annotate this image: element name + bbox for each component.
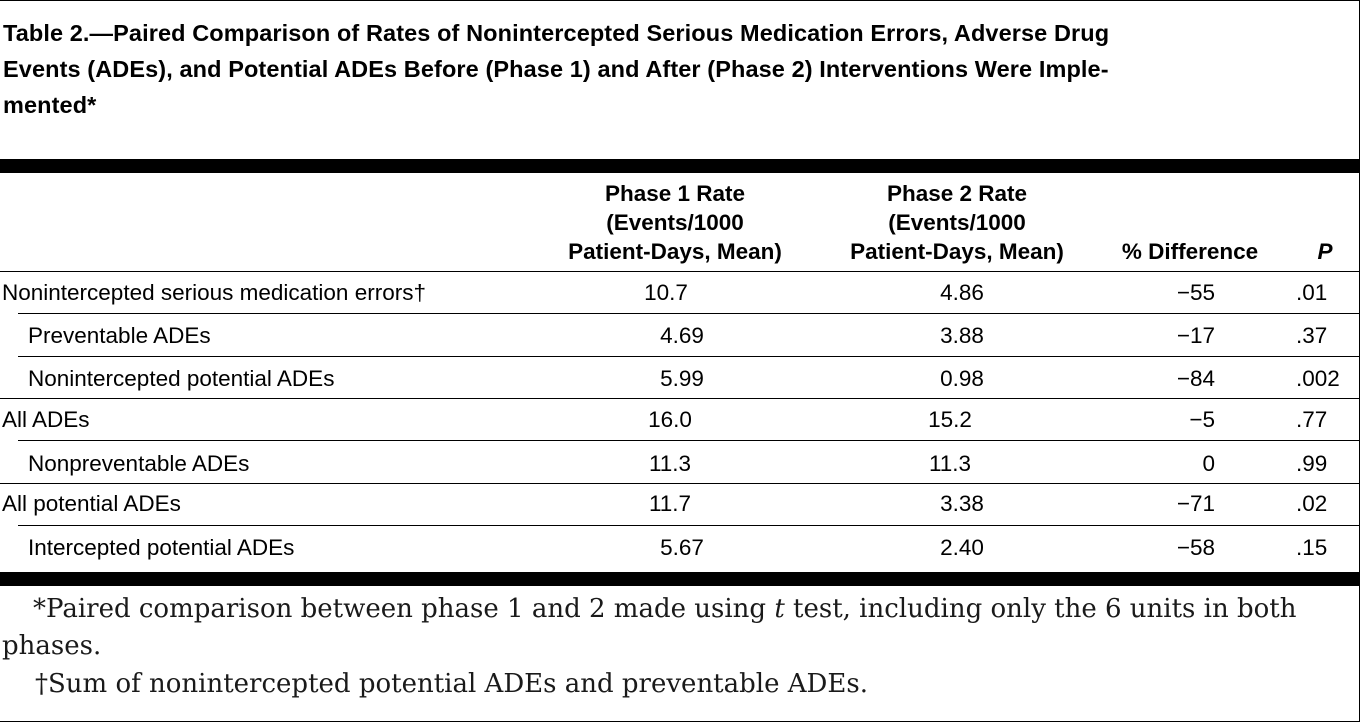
title-line: Table 2.—Paired Comparison of Rates of N…: [3, 20, 1110, 46]
table-title: Table 2.—Paired Comparison of Rates of N…: [3, 15, 1358, 123]
header-rule: [0, 271, 1360, 272]
header-difference: % Difference: [1121, 239, 1259, 264]
row-label: All potential ADEs: [2, 491, 181, 516]
row-phase1-value: 10.7: [644, 280, 688, 305]
row-divider: [18, 440, 1360, 441]
row-p-value: .37: [1296, 323, 1328, 348]
row-p-value: .77: [1296, 407, 1328, 432]
row-phase1-value: 11.7: [648, 491, 692, 516]
row-label: Preventable ADEs: [28, 323, 211, 348]
row-divider: [18, 313, 1360, 314]
row-phase1-value: 11.3: [648, 451, 692, 476]
header-line: (Events/1000: [888, 210, 1026, 235]
row-phase2-value: 0.98: [940, 366, 984, 391]
row-label: All ADEs: [2, 407, 90, 432]
row-label: Intercepted potential ADEs: [28, 535, 295, 560]
row-phase2-value: 3.88: [940, 323, 984, 348]
footnote-text: test, including only the 6 units in both: [784, 594, 1297, 624]
row-difference: −84: [1176, 366, 1215, 391]
row-phase1-value: 16.0: [648, 407, 692, 432]
bottom-rule: [0, 572, 1360, 586]
title-line: Events (ADEs), and Potential ADEs Before…: [3, 56, 1109, 82]
row-difference: −5: [1189, 407, 1215, 432]
header-line: (Events/1000: [606, 210, 744, 235]
row-difference: −17: [1176, 323, 1215, 348]
row-phase2-value: 15.2: [928, 407, 972, 432]
footnote-italic: t: [774, 594, 785, 624]
row-phase1-value: 5.67: [660, 535, 704, 560]
row-divider: [18, 525, 1360, 526]
row-phase2-value: 3.38: [940, 491, 984, 516]
top-rule: [0, 159, 1360, 173]
header-phase1: Phase 1 Rate (Events/1000 Patient-Days, …: [540, 179, 810, 266]
header-line: Patient-Days, Mean): [850, 239, 1064, 264]
row-difference: 0: [1202, 451, 1215, 476]
footnote-dagger: †Sum of nonintercepted potential ADEs an…: [35, 669, 868, 699]
header-phase2: Phase 2 Rate (Events/1000 Patient-Days, …: [822, 179, 1092, 266]
row-phase2-value: 4.86: [940, 280, 984, 305]
row-divider: [0, 483, 1360, 484]
row-label: Nonintercepted serious medication errors…: [2, 280, 426, 305]
header-line: Phase 2 Rate: [886, 181, 1028, 206]
row-p-value: .002: [1296, 366, 1340, 391]
row-phase1-value: 5.99: [660, 366, 704, 391]
header-line: Patient-Days, Mean): [568, 239, 782, 264]
row-phase2-value: 2.40: [940, 535, 984, 560]
footnote-text: *Paired comparison between phase 1 and 2…: [33, 594, 775, 624]
row-phase2-value: 11.3: [928, 451, 972, 476]
row-p-value: .01: [1296, 280, 1328, 305]
row-p-value: .99: [1296, 451, 1328, 476]
row-difference: −58: [1176, 535, 1215, 560]
header-line: Phase 1 Rate: [604, 181, 746, 206]
row-difference: −71: [1176, 491, 1215, 516]
row-label: Nonpreventable ADEs: [28, 451, 250, 476]
footnote-star-continued: phases.: [2, 631, 102, 661]
row-divider: [0, 398, 1360, 399]
row-p-value: .15: [1296, 535, 1328, 560]
footnote-star: *Paired comparison between phase 1 and 2…: [0, 590, 1360, 628]
title-line: mented*: [3, 92, 97, 118]
row-p-value: .02: [1296, 491, 1328, 516]
header-p: P: [1317, 239, 1333, 264]
row-divider: [18, 356, 1360, 357]
row-phase1-value: 4.69: [660, 323, 704, 348]
row-label: Nonintercepted potential ADEs: [28, 366, 335, 391]
row-difference: −55: [1176, 280, 1215, 305]
